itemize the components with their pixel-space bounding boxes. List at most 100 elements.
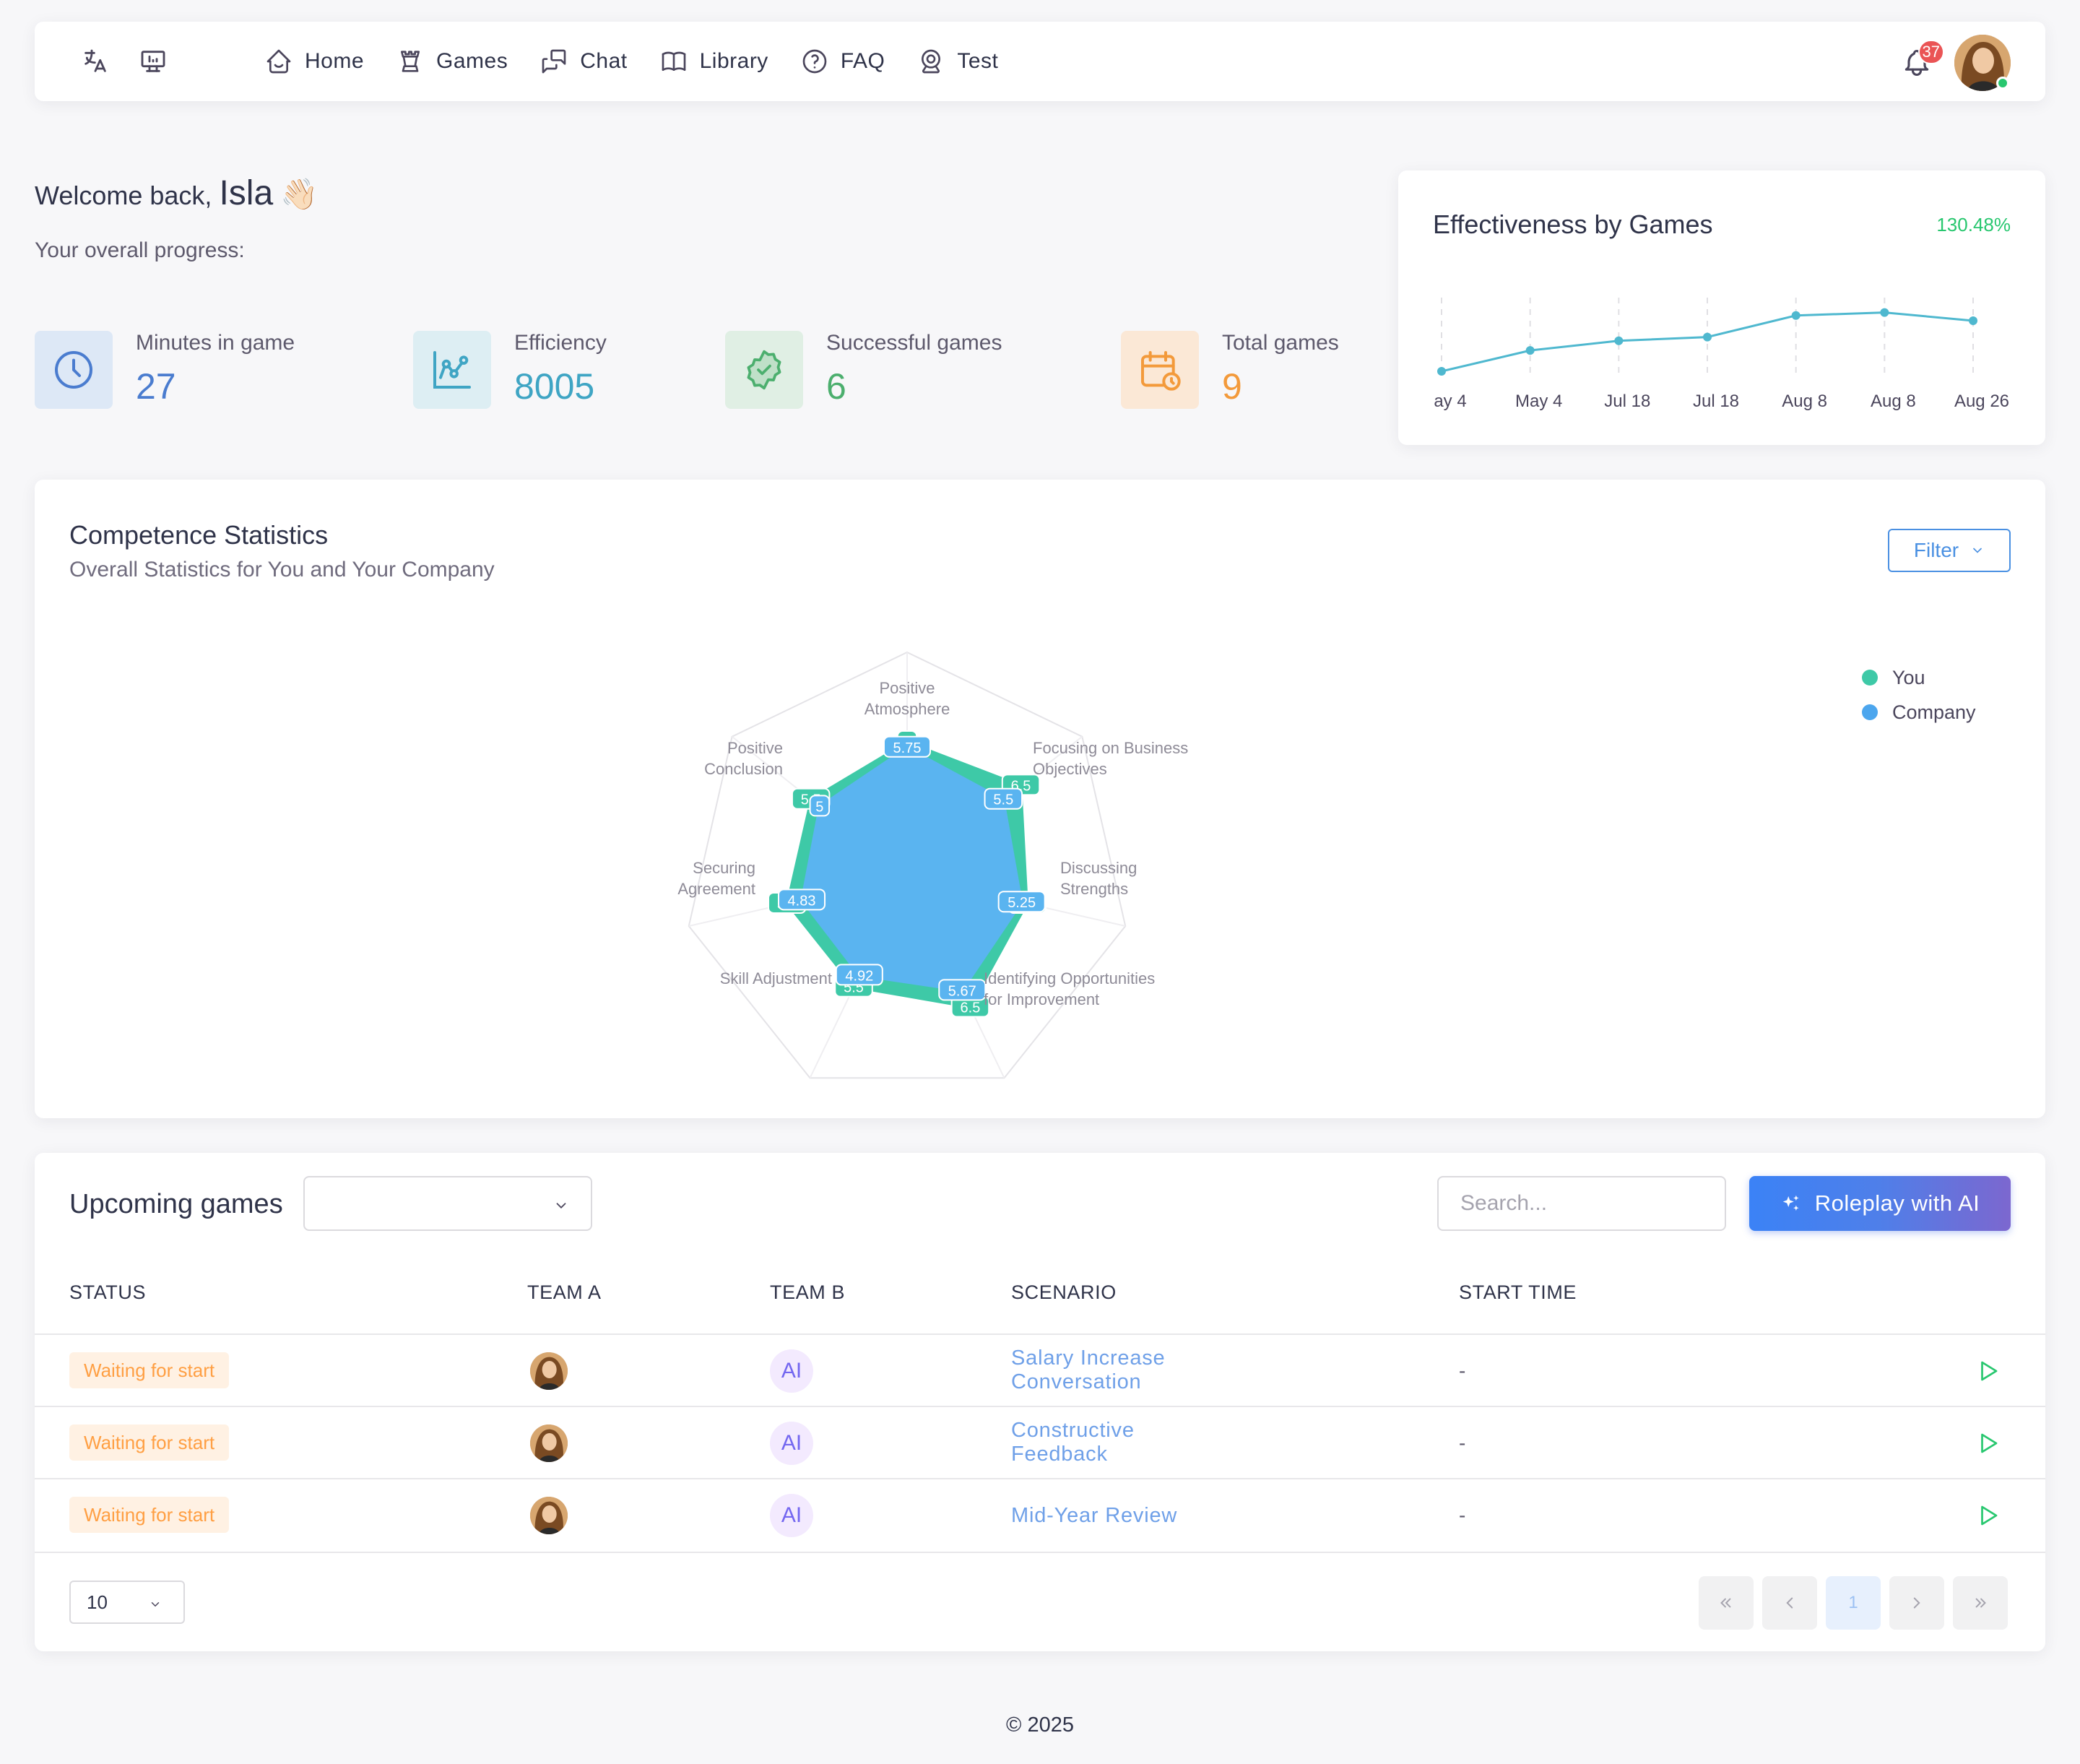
next-page-button[interactable] — [1889, 1576, 1944, 1630]
nav-link-label: Home — [305, 49, 365, 73]
stat-label: Minutes in game — [136, 331, 295, 355]
nav-link-label: Library — [699, 49, 768, 73]
clock-icon — [35, 331, 113, 409]
x-tick-label: Aug 8 — [1871, 392, 1916, 411]
search-input[interactable] — [1437, 1176, 1726, 1231]
filter-label: Filter — [1913, 539, 1959, 561]
nav-link-test[interactable]: Test — [916, 40, 998, 82]
roleplay-label: Roleplay with AI — [1814, 1190, 1980, 1216]
x-tick-label: Aug 8 — [1782, 392, 1827, 411]
svg-text:5.75: 5.75 — [893, 740, 922, 756]
data-label: 5.67 — [938, 979, 987, 1001]
svg-text:5.5: 5.5 — [993, 792, 1013, 808]
svg-text:4.83: 4.83 — [788, 893, 816, 909]
x-tick-label: Aug 26 — [1954, 392, 2009, 411]
axis-label: Skill Adjustment — [720, 969, 832, 987]
scenario-link[interactable]: Constructive Feedback — [1011, 1419, 1135, 1466]
axis-label: Securing Agreement — [677, 859, 755, 898]
data-label: 5.75 — [883, 735, 931, 758]
chevrons-left-icon — [1720, 1598, 1731, 1608]
device-desktop-icon[interactable] — [137, 43, 169, 79]
table-row[interactable]: Waiting for start AI Salary Increase Con… — [35, 1335, 2045, 1407]
scenario-line: Mid-Year Review — [1011, 1504, 1178, 1527]
team-a-avatar — [530, 1352, 568, 1390]
nav-link-home[interactable]: Home — [264, 40, 364, 82]
table-row[interactable]: Waiting for start AI Constructive Feedba… — [35, 1407, 2045, 1479]
legend-item-you[interactable]: You — [1862, 660, 1976, 695]
play-icon[interactable] — [1972, 1500, 2003, 1531]
scenario-line: Constructive — [1011, 1419, 1135, 1442]
filter-button[interactable]: Filter — [1888, 529, 2011, 572]
axis-label: Focusing on Business Objectives — [1033, 739, 1188, 778]
upcoming-games-card: Upcoming games Roleplay with AI STATUS T… — [35, 1153, 2045, 1651]
table-row[interactable]: Waiting for start AI Mid-Year Review - — [35, 1479, 2045, 1552]
svg-text:4.92: 4.92 — [845, 968, 873, 984]
notification-bell-icon[interactable]: 37 — [1895, 40, 1944, 85]
column-header-status: STATUS — [69, 1281, 147, 1303]
axis-label: Discussing Strengths — [1060, 859, 1137, 898]
data-point[interactable] — [1437, 367, 1446, 376]
chevrons-right-icon — [1975, 1598, 1986, 1608]
data-point[interactable] — [1791, 311, 1800, 320]
start-time: - — [1459, 1359, 1466, 1382]
page-button-current[interactable]: 1 — [1826, 1576, 1881, 1630]
nav-link-faq[interactable]: FAQ — [800, 40, 885, 82]
team-a-avatar — [530, 1424, 568, 1462]
play-icon[interactable] — [1972, 1355, 2003, 1387]
welcome-prefix: Welcome back, — [35, 181, 212, 210]
notification-count-badge: 37 — [1918, 40, 1944, 64]
radar-legend: You Company — [1862, 660, 1976, 730]
prev-page-button[interactable] — [1762, 1576, 1817, 1630]
chat-icon — [542, 49, 566, 74]
competence-subtitle: Overall Statistics for You and Your Comp… — [69, 558, 495, 581]
nav-link-chat[interactable]: Chat — [540, 40, 627, 82]
data-point[interactable] — [1614, 336, 1624, 345]
x-tick-label: Jul 18 — [1604, 392, 1650, 411]
stat-label: Successful games — [826, 331, 1002, 355]
team-a-avatar — [530, 1497, 568, 1534]
chess-rook-icon — [401, 51, 420, 72]
play-icon[interactable] — [1972, 1427, 2003, 1459]
last-page-button[interactable] — [1953, 1576, 2008, 1630]
scenario-link[interactable]: Salary Increase Conversation — [1011, 1346, 1166, 1394]
radar-series-company[interactable] — [800, 746, 1023, 992]
nav-link-label: Test — [957, 49, 999, 73]
team-b-ai-avatar: AI — [770, 1494, 813, 1537]
data-point[interactable] — [1525, 346, 1535, 355]
stat-efficiency: Efficiency 8005 — [413, 331, 607, 409]
competence-card: Competence Statistics Overall Statistics… — [35, 480, 2045, 1118]
scenario-link[interactable]: Mid-Year Review — [1011, 1504, 1177, 1528]
first-page-button[interactable] — [1699, 1576, 1754, 1630]
column-header-scenario: SCENARIO — [1011, 1281, 1117, 1303]
stat-value: 8005 — [514, 366, 595, 407]
scenario-line: Feedback — [1011, 1443, 1108, 1466]
column-header-start-time: START TIME — [1459, 1281, 1577, 1303]
chevron-down-icon — [151, 1602, 160, 1607]
chevron-down-icon — [1973, 548, 1982, 553]
footer-copyright: © 2025 — [1006, 1713, 1074, 1737]
legend-item-company[interactable]: Company — [1862, 695, 1976, 730]
legend-dot — [1862, 670, 1878, 686]
data-point[interactable] — [1969, 316, 1977, 325]
wave-emoji: 👋🏻 — [280, 177, 318, 211]
nav-link-games[interactable]: Games — [396, 40, 508, 82]
translate-icon[interactable] — [79, 43, 111, 79]
game-type-select[interactable] — [303, 1176, 592, 1231]
roleplay-with-ai-button[interactable]: Roleplay with AI — [1749, 1176, 2011, 1231]
data-point[interactable] — [1880, 308, 1889, 317]
axis-label: Identifying Opportunities for Improvement — [984, 969, 1155, 1008]
data-label: 6.5 — [950, 995, 990, 1018]
data-point[interactable] — [1703, 332, 1712, 342]
status-badge: Waiting for start — [69, 1497, 230, 1533]
user-name: Isla — [219, 174, 274, 212]
nav-link-label: Chat — [580, 49, 628, 73]
page-size-select[interactable]: 10 — [69, 1581, 185, 1624]
legend-dot — [1862, 704, 1878, 720]
user-avatar[interactable] — [1954, 35, 2011, 91]
table-divider — [35, 1333, 2045, 1335]
svg-text:5.25: 5.25 — [1008, 895, 1036, 911]
sparkles-icon — [1782, 1195, 1799, 1211]
scenario-line: Conversation — [1011, 1370, 1142, 1393]
page-size-value: 10 — [87, 1591, 108, 1613]
nav-link-library[interactable]: Library — [659, 40, 768, 82]
